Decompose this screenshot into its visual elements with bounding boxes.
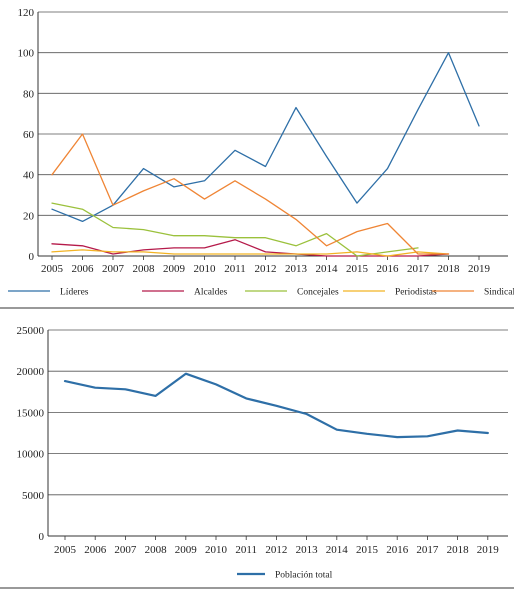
x-tick-label: 2011 [224, 263, 246, 275]
y-tick-label: 0 [29, 251, 35, 263]
chart-total-population: 0 5000 10000 15000 20000 25000 2005 2006 2007 200… [17, 325, 508, 556]
legend-label-lideres: Líderes [60, 288, 89, 298]
x-tick-label: 2012 [265, 544, 287, 556]
x-tick-label: 2007 [102, 263, 125, 275]
x-tick-label: 2015 [356, 544, 379, 556]
x-tick-label: 2019 [468, 263, 491, 275]
y-tick-label: 10000 [17, 449, 45, 461]
x-tick-label: 2005 [41, 263, 64, 275]
x-tick-label: 2018 [438, 263, 461, 275]
x-tick-label: 2019 [477, 544, 500, 556]
x-tick-label: 2010 [205, 544, 228, 556]
x-tick-label: 2011 [235, 544, 257, 556]
x-tick-label: 2008 [145, 544, 168, 556]
x-tick-label: 2007 [114, 544, 137, 556]
legend-label-concejales: Concejales [297, 288, 339, 298]
legend-total-population: Población total [237, 571, 333, 581]
x-tick-label: 2012 [255, 263, 277, 275]
legend-label-periodistas: Periodistas [395, 288, 437, 298]
series-line-lideres [51, 52, 480, 223]
y-tick-label: 80 [23, 88, 35, 100]
y-tick-label: 120 [18, 7, 35, 19]
x-tick-label: 2014 [326, 544, 349, 556]
legend-victims-by-group: Líderes Alcaldes Concejales Periodistas Sind… [8, 288, 514, 298]
x-tick-label: 2008 [133, 263, 156, 275]
x-tick-label: 2015 [346, 263, 369, 275]
x-tick-label: 2009 [163, 263, 186, 275]
series-line-poblacion-total [63, 372, 489, 439]
x-tick-label: 2005 [54, 544, 77, 556]
y-tick-label: 20000 [17, 366, 45, 378]
y-tick-label: 5000 [22, 490, 45, 502]
x-tick-label: 2006 [84, 544, 107, 556]
legend-label-sindicalistas: Sindicalistas [484, 288, 514, 298]
y-tick-label: 20 [23, 210, 35, 222]
series-line-alcaldes [51, 239, 450, 257]
x-tick-label: 2016 [386, 544, 409, 556]
x-tick-label: 2013 [296, 544, 319, 556]
x-tick-label: 2006 [72, 263, 95, 275]
y-tick-label: 25000 [17, 325, 45, 337]
legend-label-alcaldes: Alcaldes [194, 288, 228, 298]
legend-label-poblacion-total: Población total [275, 571, 333, 581]
x-tick-label: 2009 [175, 544, 198, 556]
x-tick-label: 2016 [377, 263, 400, 275]
x-tick-label: 2010 [194, 263, 217, 275]
y-tick-label: 60 [23, 129, 35, 141]
x-tick-label: 2017 [407, 263, 430, 275]
series-line-sindicalistas [51, 133, 450, 255]
y-tick-label: 0 [39, 531, 45, 543]
y-tick-label: 40 [23, 170, 35, 182]
chart-victims-by-group: 0 20 40 60 80 100 120 2005 2006 2007 2008 2009 2010 2… [18, 7, 508, 275]
y-tick-label: 100 [18, 48, 35, 60]
x-tick-label: 2014 [316, 263, 339, 275]
x-tick-label: 2017 [416, 544, 439, 556]
x-tick-label: 2013 [285, 263, 308, 275]
series-line-concejales [51, 202, 419, 257]
series-line-periodistas [51, 249, 450, 257]
x-tick-label: 2018 [447, 544, 470, 556]
y-tick-label: 15000 [17, 407, 45, 419]
